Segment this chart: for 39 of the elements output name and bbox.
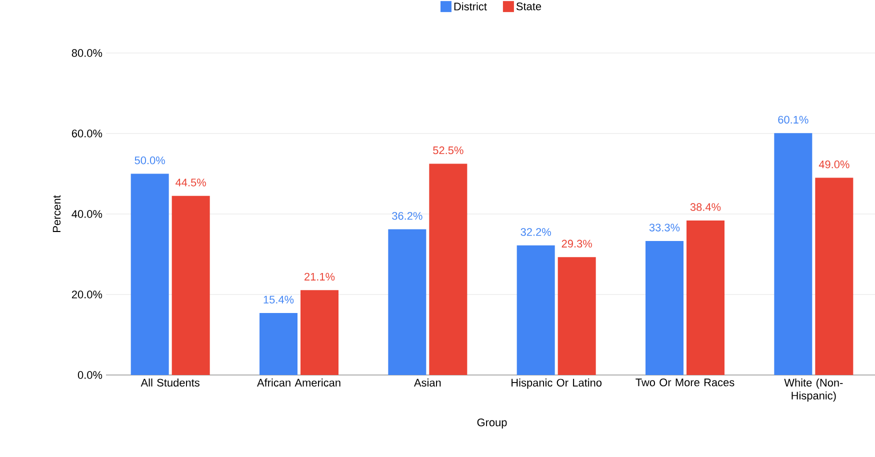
data-label: 21.1% [304,272,335,281]
y-tick-label: 80.0% [72,49,102,57]
x-tick-label: Asian [414,378,441,387]
x-tick-label: White (Non-Hispanic) [784,378,843,402]
data-label: 33.3% [649,224,680,232]
data-label: 32.2% [520,228,551,236]
data-label: 15.4% [264,296,294,304]
legend-label: District [454,2,487,10]
bar [686,220,725,375]
bar [815,178,854,375]
data-label: 49.0% [818,160,850,168]
y-tick-label: 40.0% [72,210,102,218]
bar [300,290,339,375]
bar [516,245,555,375]
bar [130,174,169,375]
data-label: 50.0% [134,156,165,164]
data-label: 44.5% [176,178,206,186]
bar [774,133,812,375]
y-tick-label: 0.0% [78,371,102,379]
data-label: 60.1% [778,116,808,124]
x-tick-label: All Students [140,378,200,387]
y-axis-title: Percent [52,195,61,232]
bar [429,164,468,375]
bar [388,229,426,375]
data-label: 38.4% [690,203,721,211]
x-tick-label: Hispanic Or Latino [512,378,602,389]
y-tick-label: 60.0% [72,130,102,138]
bar [172,196,210,375]
data-label: 52.5% [433,146,464,154]
legend-label: State [516,2,542,10]
x-axis-title: Group [477,418,507,428]
bar [558,257,596,375]
data-label: 29.3% [562,240,592,248]
data-label: 36.2% [392,212,422,220]
x-tick-label: African American [256,378,340,387]
x-tick-label: Two Or More Races [636,378,734,386]
bar [260,313,298,375]
bar [646,240,684,375]
y-tick-label: 20.0% [72,290,102,298]
